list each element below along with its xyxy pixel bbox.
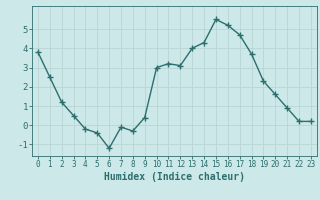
X-axis label: Humidex (Indice chaleur): Humidex (Indice chaleur) — [104, 172, 245, 182]
